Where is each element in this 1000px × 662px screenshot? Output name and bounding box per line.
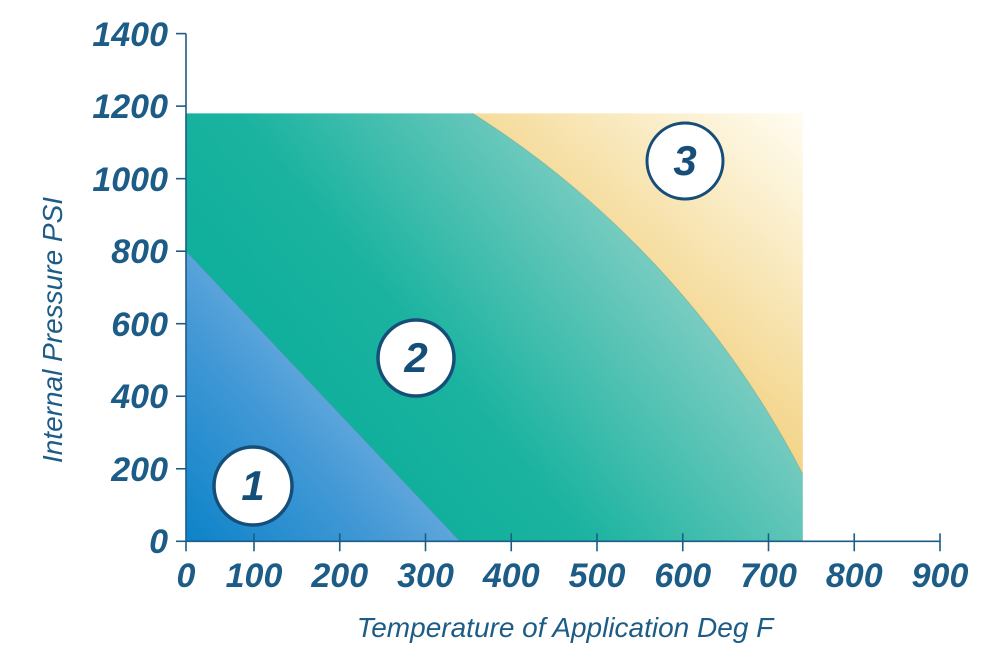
svg-text:1000: 1000 — [92, 161, 168, 199]
svg-text:500: 500 — [569, 557, 626, 595]
svg-text:900: 900 — [912, 557, 969, 595]
svg-text:600: 600 — [654, 557, 711, 595]
svg-text:400: 400 — [482, 557, 540, 595]
svg-text:2: 2 — [403, 334, 427, 381]
svg-text:200: 200 — [110, 451, 168, 489]
svg-text:0: 0 — [149, 523, 168, 561]
svg-text:300: 300 — [397, 557, 454, 595]
svg-text:3: 3 — [673, 137, 696, 184]
svg-text:1: 1 — [241, 462, 264, 509]
svg-text:600: 600 — [111, 306, 168, 344]
svg-text:Internal Pressure PSI: Internal Pressure PSI — [37, 197, 68, 463]
svg-text:1200: 1200 — [92, 88, 168, 126]
svg-text:800: 800 — [826, 557, 883, 595]
svg-text:200: 200 — [310, 557, 368, 595]
svg-text:0: 0 — [177, 557, 196, 595]
svg-text:700: 700 — [740, 557, 797, 595]
svg-text:400: 400 — [110, 378, 168, 416]
svg-text:Temperature of Application Deg: Temperature of Application Deg F — [357, 612, 775, 643]
svg-text:100: 100 — [226, 557, 283, 595]
svg-text:1400: 1400 — [92, 16, 168, 54]
svg-text:800: 800 — [111, 233, 168, 271]
